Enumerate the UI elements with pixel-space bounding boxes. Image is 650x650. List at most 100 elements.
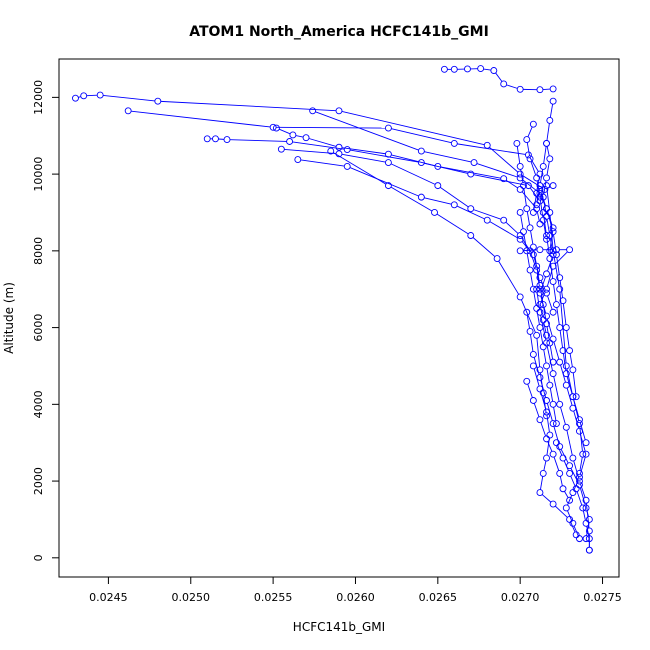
data-point — [384, 182, 392, 190]
series-segment — [483, 68, 491, 71]
data-point — [523, 136, 531, 144]
series-segment — [546, 219, 550, 233]
data-point — [516, 247, 524, 255]
data-point — [585, 515, 593, 523]
series-segment — [540, 422, 546, 437]
series-segment — [540, 391, 547, 410]
data-point — [516, 293, 524, 301]
data-point — [493, 255, 501, 262]
data-point — [582, 439, 590, 447]
data-point — [549, 97, 557, 105]
series-segment — [540, 330, 544, 344]
data-point — [559, 297, 567, 305]
series-segment — [308, 138, 337, 147]
data-point — [556, 285, 564, 293]
data-point — [477, 65, 485, 73]
series-segment — [229, 139, 287, 142]
data-point — [450, 201, 458, 209]
data-point — [546, 381, 554, 389]
series-segment — [160, 100, 337, 112]
data-point — [536, 385, 544, 393]
series-segment — [495, 72, 503, 82]
series-segment — [567, 495, 573, 506]
data-point — [302, 134, 310, 142]
data-point — [272, 124, 280, 132]
series-segment — [530, 253, 537, 268]
y-tick-label: 6000 — [32, 314, 45, 342]
data-point — [289, 131, 297, 139]
series-segment — [553, 341, 560, 360]
data-point — [536, 366, 544, 374]
data-point — [556, 469, 564, 477]
series-profile — [124, 107, 544, 216]
series-segment — [391, 128, 452, 144]
data-point — [516, 235, 524, 243]
data-point — [500, 80, 508, 88]
data-point — [286, 138, 294, 145]
series-segment — [573, 525, 579, 537]
data-point — [543, 212, 550, 220]
series-segment — [457, 143, 526, 155]
series-segment — [527, 126, 533, 137]
data-point — [559, 485, 567, 493]
series-profile — [277, 145, 544, 293]
data-point — [516, 162, 524, 170]
data-point — [529, 243, 537, 251]
series-profile — [516, 246, 574, 339]
series-segment — [555, 505, 568, 518]
series-profile — [294, 156, 557, 316]
data-point — [549, 224, 557, 232]
data-point — [562, 381, 570, 389]
data-point — [566, 469, 574, 477]
x-tick-label: 0.0270 — [501, 591, 540, 604]
data-point — [539, 469, 547, 477]
data-point — [539, 343, 547, 351]
data-point — [576, 420, 583, 427]
x-tick-label: 0.0250 — [172, 591, 211, 604]
data-point — [483, 141, 491, 149]
series-segment — [424, 197, 452, 205]
series-profile — [536, 139, 590, 543]
series-segment — [526, 253, 530, 268]
data-point — [417, 159, 425, 167]
series-segment — [566, 387, 573, 406]
series-segment — [573, 460, 580, 479]
data-point — [500, 175, 508, 183]
data-point — [269, 123, 277, 131]
series-segment — [536, 269, 540, 283]
data-point — [536, 289, 544, 297]
series-segment — [543, 200, 547, 214]
data-point — [523, 377, 531, 385]
y-tick-label: 4000 — [32, 390, 45, 418]
series-segment — [570, 475, 576, 487]
data-point — [546, 155, 554, 163]
data-point — [549, 335, 557, 343]
data-point — [552, 301, 560, 309]
data-point — [500, 216, 508, 224]
data-point — [569, 489, 577, 497]
series-segment — [566, 330, 570, 348]
series-segment — [566, 368, 573, 394]
data-point — [529, 285, 537, 293]
data-point — [556, 358, 564, 366]
data-point — [566, 246, 574, 254]
data-point — [277, 145, 285, 153]
series-segment — [553, 284, 557, 302]
data-point — [526, 266, 534, 274]
data-point — [549, 278, 557, 285]
series-segment — [543, 180, 547, 195]
series-segment — [576, 491, 583, 506]
data-point — [343, 146, 351, 154]
y-axis-label: Altitude (m) — [2, 282, 16, 354]
series-segment — [540, 476, 544, 490]
data-point — [543, 285, 550, 293]
series-segment — [522, 179, 538, 192]
series-segment — [498, 260, 520, 295]
series-profile — [536, 186, 580, 401]
series-segment — [579, 426, 583, 452]
data-point — [524, 151, 532, 159]
x-tick-label: 0.0275 — [583, 591, 622, 604]
data-point — [539, 193, 547, 201]
data-point — [543, 174, 550, 182]
data-point — [327, 147, 335, 155]
